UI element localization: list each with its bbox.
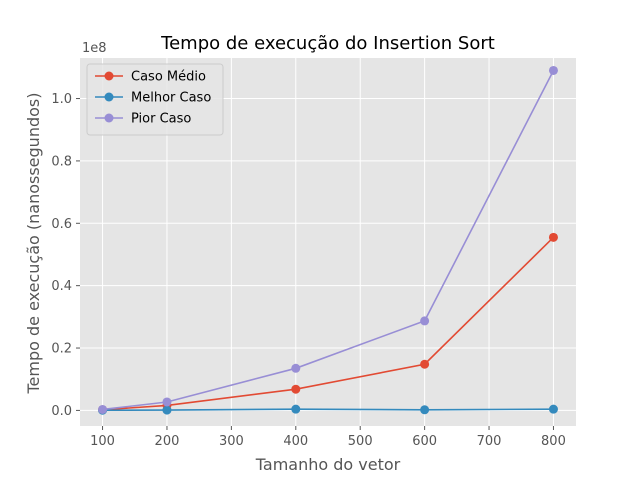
data-point bbox=[291, 404, 301, 414]
x-tick-label: 700 bbox=[477, 434, 502, 449]
series-group bbox=[98, 404, 558, 415]
y-axis-offset-label: 1e8 bbox=[82, 41, 107, 56]
data-point bbox=[291, 363, 301, 373]
data-point bbox=[548, 65, 558, 75]
y-tick-label: 0.4 bbox=[51, 279, 72, 294]
legend-label: Pior Caso bbox=[131, 112, 191, 127]
x-tick-label: 300 bbox=[219, 434, 244, 449]
legend-label: Melhor Caso bbox=[131, 91, 211, 106]
data-point bbox=[291, 384, 301, 394]
y-axis-label: Tempo de execução (nanossegundos) bbox=[24, 93, 43, 395]
x-tick-label: 100 bbox=[90, 434, 115, 449]
chart-title: Tempo de execução do Insertion Sort bbox=[160, 33, 495, 54]
data-point bbox=[162, 397, 172, 407]
series-layer bbox=[98, 65, 558, 415]
legend-marker bbox=[104, 92, 114, 102]
x-tick-label: 600 bbox=[412, 434, 437, 449]
y-tick-label: 0.6 bbox=[51, 217, 72, 232]
data-point bbox=[548, 404, 558, 414]
y-tick-label: 0.0 bbox=[51, 404, 72, 419]
data-point bbox=[420, 359, 430, 369]
data-point bbox=[420, 316, 430, 326]
y-tick-label: 1.0 bbox=[51, 92, 72, 107]
x-axis-ticks: 100 200 300 400 500 600 700 800 bbox=[90, 426, 566, 449]
data-point bbox=[162, 405, 172, 415]
data-point bbox=[98, 404, 108, 414]
data-point bbox=[548, 232, 558, 242]
x-tick-label: 800 bbox=[541, 434, 566, 449]
x-axis-label: Tamanho do vetor bbox=[255, 455, 401, 474]
series-group bbox=[98, 65, 558, 414]
y-tick-label: 0.8 bbox=[51, 154, 72, 169]
y-tick-label: 0.2 bbox=[51, 342, 72, 357]
data-point bbox=[420, 405, 430, 415]
legend-label: Caso Médio bbox=[131, 70, 206, 85]
x-tick-label: 400 bbox=[283, 434, 308, 449]
x-tick-label: 500 bbox=[348, 434, 373, 449]
x-tick-label: 200 bbox=[155, 434, 180, 449]
y-axis-ticks: 0.0 0.2 0.4 0.6 0.8 1.0 bbox=[51, 92, 80, 419]
legend-marker bbox=[104, 113, 114, 123]
legend-marker bbox=[104, 71, 114, 81]
legend: Caso Médio Melhor Caso Pior Caso bbox=[86, 63, 224, 136]
